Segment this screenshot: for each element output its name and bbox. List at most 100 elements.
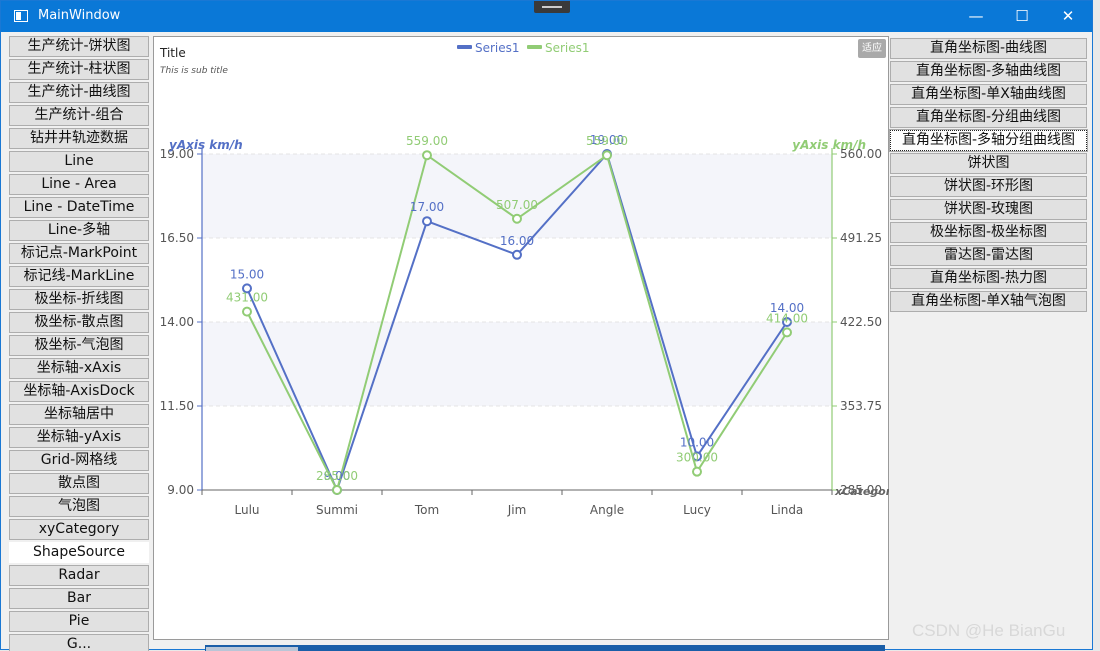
left-menu-button[interactable]: 标记线-MarkLine xyxy=(9,266,149,287)
right-menu-button[interactable]: 雷达图-雷达图 xyxy=(890,245,1087,266)
left-menu-button[interactable]: Line-多轴 xyxy=(9,220,149,241)
data-point[interactable] xyxy=(422,150,432,161)
left-menu-button[interactable]: 极坐标-折线图 xyxy=(9,289,149,310)
data-label: 9.00 xyxy=(324,469,351,483)
data-label: 14.00 xyxy=(770,301,804,315)
x-tick-label: Linda xyxy=(771,503,804,517)
data-label: 559.00 xyxy=(586,134,628,148)
close-button[interactable]: ✕ xyxy=(1061,7,1075,25)
data-label: 507.00 xyxy=(496,198,538,212)
left-menu-button[interactable]: G... xyxy=(9,634,149,651)
plot-band-lower xyxy=(202,322,832,406)
legend-swatch[interactable] xyxy=(457,45,472,49)
x-tick-label: Tom xyxy=(414,503,439,517)
maximize-button[interactable]: ☐ xyxy=(1015,7,1029,25)
right-menu-button[interactable]: 直角坐标图-多轴曲线图 xyxy=(890,61,1087,82)
data-point[interactable] xyxy=(602,150,612,161)
left-menu-button[interactable]: 钻井井轨迹数据 xyxy=(9,128,149,149)
left-menu-button[interactable]: 坐标轴居中 xyxy=(9,404,149,425)
right-menu-button[interactable]: 直角坐标图-热力图 xyxy=(890,268,1087,289)
x-tick-label: Lulu xyxy=(234,503,259,517)
right-menu-list[interactable]: 直角坐标图-曲线图 直角坐标图-多轴曲线图 直角坐标图-单X轴曲线图 直角坐标图-分组… xyxy=(889,38,1088,314)
legend-entry[interactable]: Series1 xyxy=(545,41,590,55)
data-label: 17.00 xyxy=(410,200,444,214)
right-menu-button[interactable]: 极坐标图-极坐标图 xyxy=(890,222,1087,243)
right-menu-button[interactable]: 直角坐标图-分组曲线图 xyxy=(890,107,1087,128)
y-right-tick-label: 560.00 xyxy=(840,147,882,161)
title-bar[interactable]: MainWindow — ☐ ✕ xyxy=(1,1,1092,32)
right-menu-button[interactable]: 饼状图 xyxy=(890,153,1087,174)
y-left-tick-label: 14.00 xyxy=(160,315,194,329)
data-label: 15.00 xyxy=(230,267,264,281)
data-label: 414.00 xyxy=(766,311,808,325)
data-point[interactable] xyxy=(332,485,342,495)
left-menu-button[interactable]: 生产统计-曲线图 xyxy=(9,82,149,103)
line-chart: 9.00 11.50 14.00 16.50 19.00 285.00 353.75 422.… xyxy=(159,41,889,517)
data-point[interactable] xyxy=(422,216,432,227)
left-menu-button[interactable]: 散点图 xyxy=(9,473,149,494)
window-title: MainWindow xyxy=(38,8,121,23)
right-menu-button[interactable]: 直角坐标图-多轴分组曲线图 xyxy=(889,129,1088,152)
right-menu-button[interactable]: 直角坐标图-曲线图 xyxy=(890,38,1087,59)
plot-band-upper xyxy=(202,154,832,238)
left-menu-button[interactable]: Line xyxy=(9,151,149,172)
y-left-tick-label: 16.50 xyxy=(160,231,194,245)
data-point[interactable] xyxy=(782,327,792,338)
left-menu-button[interactable]: 坐标轴-AxisDock xyxy=(9,381,149,402)
left-menu-button[interactable]: Line - Area xyxy=(9,174,149,195)
data-point[interactable] xyxy=(692,466,702,477)
taskbar-strip xyxy=(205,645,885,651)
right-menu-button[interactable]: 直角坐标图-单X轴气泡图 xyxy=(890,291,1087,312)
data-label: 19.00 xyxy=(590,133,624,147)
drag-handle[interactable] xyxy=(534,1,570,13)
data-point[interactable] xyxy=(242,306,252,317)
left-menu-button[interactable]: 生产统计-柱状图 xyxy=(9,59,149,80)
x-axis-title: xCategory xyxy=(834,485,889,498)
left-menu-button[interactable]: Bar xyxy=(9,588,149,609)
x-tick-label: Angle xyxy=(590,503,624,517)
left-menu-button[interactable]: xyCategory xyxy=(9,519,149,540)
y-left-tick-label: 19.00 xyxy=(160,147,194,161)
left-menu-button[interactable]: Line - DateTime xyxy=(9,197,149,218)
data-point[interactable] xyxy=(512,249,522,260)
data-point[interactable] xyxy=(512,213,522,224)
left-menu-button[interactable]: Grid-网格线 xyxy=(9,450,149,471)
y-right-axis-title: yAxis km/h xyxy=(792,138,866,152)
app-window-icon xyxy=(14,10,28,22)
chart-subtitle: This is sub title xyxy=(160,66,228,76)
taskbar-tab[interactable] xyxy=(206,647,298,651)
data-label: 16.00 xyxy=(500,234,534,248)
left-menu-button[interactable]: 生产统计-饼状图 xyxy=(9,36,149,57)
data-label: 431.00 xyxy=(226,291,268,305)
legend-entry[interactable]: Series1 xyxy=(475,41,520,55)
right-menu-button[interactable]: 饼状图-玫瑰图 xyxy=(890,199,1087,220)
minimize-button[interactable]: — xyxy=(968,7,984,25)
left-menu-button[interactable]: 坐标轴-xAxis xyxy=(9,358,149,379)
x-tick-label: Jim xyxy=(507,503,527,517)
left-menu-button[interactable]: 气泡图 xyxy=(9,496,149,517)
left-menu-button[interactable]: 生产统计-组合 xyxy=(9,105,149,126)
left-menu-button[interactable]: 极坐标-散点图 xyxy=(9,312,149,333)
data-label: 10.00 xyxy=(680,435,714,449)
left-menu-button[interactable]: 标记点-MarkPoint xyxy=(9,243,149,264)
x-tick-label: Summi xyxy=(316,503,358,517)
watermark: CSDN @He BianGu xyxy=(912,621,1066,640)
data-point[interactable] xyxy=(242,283,252,294)
y-left-axis-title: yAxis km/h xyxy=(169,138,243,152)
y-right-tick-label: 285.00 xyxy=(840,483,882,497)
fit-button[interactable]: 适应 xyxy=(858,39,886,58)
data-label: 285.00 xyxy=(316,469,358,483)
right-menu-button[interactable]: 饼状图-环形图 xyxy=(890,176,1087,197)
left-menu-list[interactable]: 生产统计-饼状图 生产统计-柱状图 生产统计-曲线图 生产统计-组合 钻井井轨迹数据 Li… xyxy=(9,36,150,651)
left-menu-button[interactable]: Radar xyxy=(9,565,149,586)
y-right-tick-label: 422.50 xyxy=(840,315,882,329)
y-left-tick-label: 9.00 xyxy=(167,483,194,497)
right-menu-button[interactable]: 直角坐标图-单X轴曲线图 xyxy=(890,84,1087,105)
left-menu-button[interactable]: Pie xyxy=(9,611,149,632)
left-menu-button[interactable]: ShapeSource xyxy=(9,542,149,563)
left-menu-button[interactable]: 坐标轴-yAxis xyxy=(9,427,149,448)
data-point[interactable] xyxy=(782,317,792,327)
legend-swatch[interactable] xyxy=(527,45,542,49)
left-menu-button[interactable]: 极坐标-气泡图 xyxy=(9,335,149,356)
